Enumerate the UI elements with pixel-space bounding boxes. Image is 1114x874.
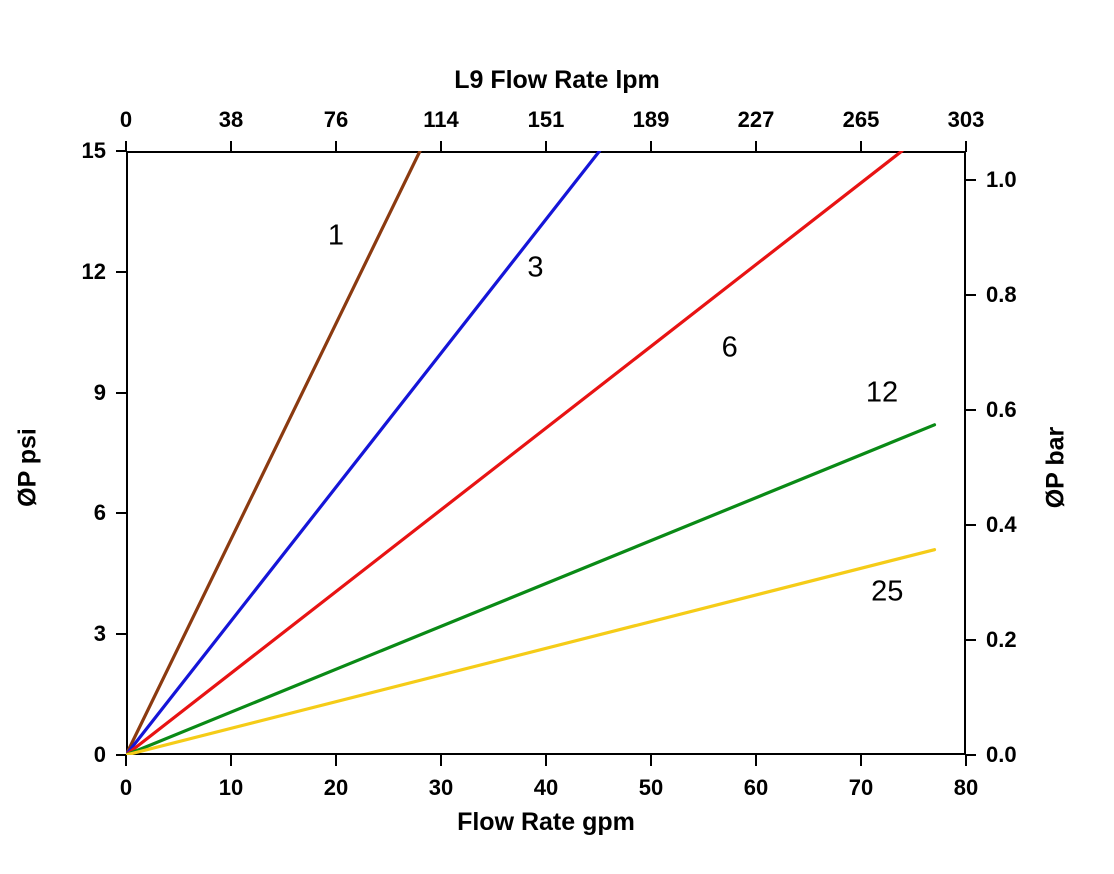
xtick-label-bottom-8: 80 — [953, 775, 979, 800]
xtick-top-0 — [125, 141, 127, 152]
ytick-label-right-1: 0.2 — [986, 626, 1017, 652]
xtick-bottom-6 — [755, 755, 757, 766]
series-line-6 — [126, 151, 904, 755]
xtick-label-top-7: 265 — [842, 107, 880, 132]
xtick-label-top-4: 151 — [527, 107, 565, 132]
xtick-bottom-3 — [440, 755, 442, 766]
xtick-label-top-5: 189 — [632, 107, 670, 132]
xtick-top-1 — [230, 141, 232, 152]
ytick-right-3 — [965, 408, 976, 411]
ytick-label-right-0: 0.0 — [986, 742, 1017, 767]
ytick-label-left-1: 3 — [93, 621, 106, 647]
xtick-label-bottom-7: 70 — [848, 775, 874, 800]
xtick-top-6 — [755, 141, 757, 152]
ytick-label-right-5: 1.0 — [986, 166, 1017, 192]
ytick-right-4 — [965, 293, 976, 296]
xtick-label-bottom-6: 60 — [743, 775, 769, 800]
ytick-label-left-4: 12 — [81, 258, 106, 284]
xtick-top-2 — [335, 141, 337, 152]
ytick-label-right-2: 0.4 — [986, 511, 1017, 537]
xtick-label-bottom-0: 0 — [119, 775, 133, 800]
ytick-label-left-3: 9 — [93, 379, 106, 405]
xtick-label-bottom-4: 40 — [533, 775, 559, 800]
ytick-right-1 — [965, 638, 976, 641]
xtick-label-top-1: 38 — [218, 107, 244, 132]
xtick-bottom-2 — [335, 755, 337, 766]
series-label-1: 1 — [327, 219, 345, 252]
series-label-25: 25 — [871, 575, 904, 608]
ytick-label-right-4: 0.8 — [986, 281, 1017, 307]
ytick-left-1 — [116, 633, 127, 636]
bottom-axis-title: Flow Rate gpm — [457, 808, 635, 836]
xtick-bottom-0 — [125, 755, 127, 766]
ytick-right-0 — [965, 754, 976, 756]
series-label-3: 3 — [527, 251, 544, 284]
plot-area — [126, 151, 966, 755]
xtick-label-top-3: 114 — [423, 107, 459, 132]
ytick-right-2 — [965, 523, 976, 526]
xtick-label-top-8: 303 — [947, 107, 985, 132]
ytick-label-left-5: 15 — [81, 138, 106, 163]
ytick-right-5 — [965, 178, 976, 181]
xtick-label-bottom-5: 50 — [638, 775, 664, 800]
xtick-bottom-8 — [965, 755, 967, 766]
ytick-left-4 — [116, 270, 127, 273]
ytick-left-5 — [116, 150, 127, 152]
ytick-label-left-0: 0 — [93, 742, 106, 767]
ytick-left-0 — [116, 754, 127, 756]
ytick-left-3 — [116, 391, 127, 394]
xtick-label-top-0: 0 — [119, 107, 133, 132]
xtick-top-7 — [860, 141, 862, 152]
xtick-top-8 — [965, 141, 967, 152]
series-line-1 — [126, 151, 422, 755]
right-axis-title: ØP bar — [1041, 426, 1070, 509]
ytick-label-left-2: 6 — [93, 500, 106, 526]
series-line-3 — [126, 151, 602, 755]
xtick-label-top-2: 76 — [323, 107, 349, 132]
xtick-bottom-7 — [860, 755, 862, 766]
ytick-left-2 — [116, 512, 127, 515]
xtick-label-top-6: 227 — [737, 107, 775, 132]
xtick-top-3 — [440, 141, 442, 152]
xtick-bottom-4 — [545, 755, 547, 766]
ytick-label-right-3: 0.6 — [986, 396, 1017, 422]
xtick-label-bottom-2: 20 — [323, 775, 349, 800]
xtick-bottom-1 — [230, 755, 232, 766]
series-line-25 — [126, 548, 937, 755]
left-axis-title: ØP psi — [13, 428, 42, 507]
chart-series-layer — [126, 151, 937, 755]
xtick-top-4 — [545, 141, 547, 152]
xtick-bottom-5 — [650, 755, 652, 766]
series-line-12 — [126, 423, 937, 755]
series-label-12: 12 — [865, 376, 899, 409]
xtick-label-bottom-1: 10 — [218, 775, 244, 800]
top-axis-title: L9 Flow Rate lpm — [454, 66, 660, 94]
series-label-6: 6 — [721, 331, 738, 364]
xtick-label-bottom-3: 30 — [428, 775, 454, 800]
xtick-top-5 — [650, 141, 652, 152]
